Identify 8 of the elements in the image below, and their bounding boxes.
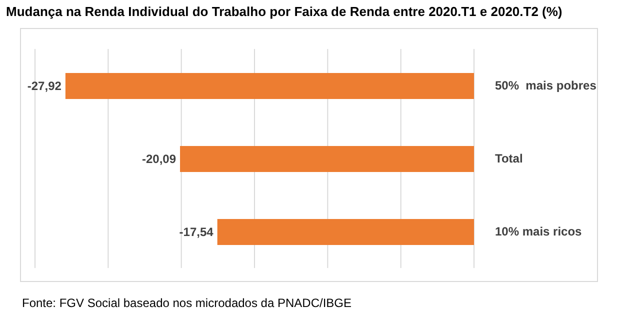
data-label: -17,54 (179, 225, 214, 239)
data-label: -27,92 (27, 79, 62, 93)
chart-title: Mudança na Renda Individual do Trabalho por Faixa de Renda entre 2020.T1 e 2020.T2 (%) (6, 4, 562, 19)
data-label: -20,09 (142, 152, 176, 166)
y-tick-label: 10% mais ricos (495, 224, 582, 238)
y-tick-label: 50% mais pobres (495, 78, 597, 92)
source-note: Fonte: FGV Social baseado nos microdados da PNADC/IBGE (22, 296, 352, 310)
y-tick-label: Total (495, 152, 523, 166)
